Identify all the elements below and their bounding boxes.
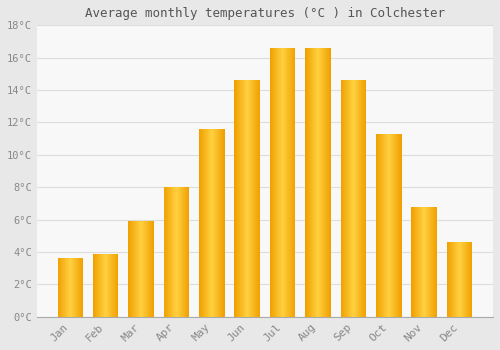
Title: Average monthly temperatures (°C ) in Colchester: Average monthly temperatures (°C ) in Co… [85,7,445,20]
